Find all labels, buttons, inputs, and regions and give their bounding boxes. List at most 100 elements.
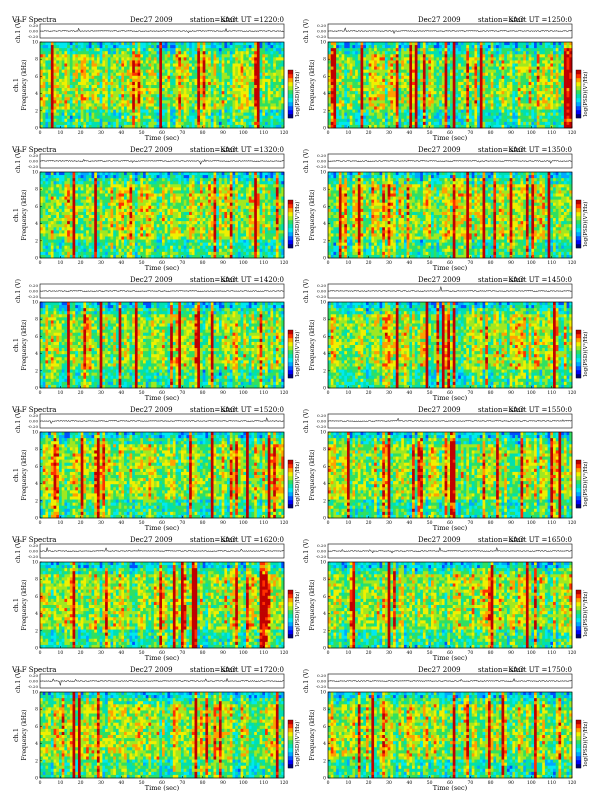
spectrogram-cell bbox=[409, 45, 412, 48]
spectrogram-cell bbox=[431, 64, 434, 67]
spectrogram-cell bbox=[230, 70, 233, 73]
spectrogram-cell bbox=[466, 67, 469, 70]
spectrogram-cell bbox=[94, 70, 97, 73]
spectrogram-cell bbox=[186, 122, 189, 125]
spectrogram-cell bbox=[75, 110, 78, 113]
spectrogram-cell bbox=[235, 82, 238, 85]
spectrogram-cell bbox=[151, 100, 154, 103]
vlf-spectra-figure: VLF Spectra Dec27 2009 station=KAGstart UT… bbox=[0, 0, 612, 792]
spectrogram-cell bbox=[426, 67, 429, 70]
spectrogram-cell bbox=[178, 64, 181, 67]
spectrogram-cell bbox=[377, 94, 380, 97]
spectrogram-cell bbox=[89, 110, 92, 113]
spectrogram-cell bbox=[558, 42, 561, 45]
spectrogram-cell bbox=[254, 82, 257, 85]
spectrogram-cell bbox=[211, 122, 214, 125]
spectrogram-cell bbox=[390, 94, 393, 97]
spectrogram-cell bbox=[273, 88, 276, 91]
spectrogram-cell bbox=[232, 116, 235, 119]
spectrogram-cell bbox=[159, 122, 162, 125]
spectrogram-cell bbox=[561, 60, 564, 63]
spectrogram-cell bbox=[366, 51, 369, 54]
spectrogram-cell bbox=[132, 122, 135, 125]
spectrogram-cell bbox=[214, 57, 217, 60]
spectrogram-cell bbox=[62, 64, 65, 67]
spectrogram-cell bbox=[518, 54, 521, 57]
spectrogram-cell bbox=[216, 67, 219, 70]
spectrogram-cell bbox=[132, 79, 135, 82]
spectrogram-cell bbox=[157, 85, 160, 88]
spectrogram-cell bbox=[515, 79, 518, 82]
spectrogram-cell bbox=[331, 73, 334, 76]
spectrogram-cell bbox=[45, 94, 48, 97]
spectrogram-cell bbox=[270, 76, 273, 79]
spectrogram-cell bbox=[227, 107, 230, 110]
spectrogram-cell bbox=[504, 76, 507, 79]
spectrogram-cell bbox=[347, 70, 350, 73]
spectrogram-cell bbox=[265, 79, 268, 82]
spectrogram-cell bbox=[431, 51, 434, 54]
spectrogram-cell bbox=[426, 60, 429, 63]
spectrogram-cell bbox=[545, 54, 548, 57]
spectrogram-cell bbox=[469, 76, 472, 79]
spectrogram-cell bbox=[189, 54, 192, 57]
spectrogram-cell bbox=[189, 64, 192, 67]
spectrogram-cell bbox=[466, 70, 469, 73]
spectrogram-cell bbox=[208, 122, 211, 125]
spectrogram-cell bbox=[512, 73, 515, 76]
spectrogram-cell bbox=[548, 85, 551, 88]
spectrogram-cell bbox=[73, 70, 76, 73]
spectrogram-cell bbox=[162, 85, 165, 88]
spectrogram-cell bbox=[235, 76, 238, 79]
spectrogram-cell bbox=[211, 100, 214, 103]
spectrogram-cell bbox=[529, 70, 532, 73]
spectrogram-cell bbox=[146, 79, 149, 82]
spectrogram-cell bbox=[339, 42, 342, 45]
spectrogram-cell bbox=[116, 97, 119, 100]
spectrogram-cell bbox=[499, 51, 502, 54]
spectrogram-cell bbox=[181, 60, 184, 63]
spectrogram-cell bbox=[567, 57, 570, 60]
spectrogram-cell bbox=[105, 107, 108, 110]
spectrogram-cell bbox=[230, 82, 233, 85]
spectrogram-cell bbox=[279, 88, 282, 91]
spectrogram-cell bbox=[173, 79, 176, 82]
x-tick-label: 10 bbox=[57, 130, 63, 136]
spectrogram-cell bbox=[545, 73, 548, 76]
spectrogram-cell bbox=[59, 70, 62, 73]
spectrogram-cell bbox=[396, 60, 399, 63]
spectrogram-cell bbox=[415, 85, 418, 88]
spectrogram-cell bbox=[523, 45, 526, 48]
spectrogram-cell bbox=[336, 73, 339, 76]
spectrogram-cell bbox=[526, 70, 529, 73]
spectrogram-cell bbox=[54, 70, 57, 73]
spectrogram-cell bbox=[477, 57, 480, 60]
spectrogram-cell bbox=[116, 85, 119, 88]
x-tick-label: 30 bbox=[98, 130, 104, 136]
spectrogram-cell bbox=[336, 42, 339, 45]
spectrogram-cell bbox=[129, 79, 132, 82]
spectrogram-cell bbox=[108, 119, 111, 122]
spectrogram-cell bbox=[222, 67, 225, 70]
spectrogram-cell bbox=[100, 67, 103, 70]
spectrogram-cell bbox=[447, 88, 450, 91]
spectrogram-cell bbox=[148, 85, 151, 88]
spectrogram-cell bbox=[537, 70, 540, 73]
spectrogram-cell bbox=[67, 88, 70, 91]
spectrogram-cell bbox=[493, 85, 496, 88]
spectrogram-cell bbox=[186, 116, 189, 119]
spectrogram-cell bbox=[181, 113, 184, 116]
spectrogram-cell bbox=[561, 64, 564, 67]
spectrogram-cell bbox=[496, 94, 499, 97]
spectrogram-cell bbox=[189, 82, 192, 85]
spectrogram-cell bbox=[545, 48, 548, 51]
spectrogram-cell bbox=[260, 73, 263, 76]
spectrogram-cell bbox=[146, 94, 149, 97]
spectrogram-cell bbox=[510, 48, 513, 51]
spectrogram-cell bbox=[51, 100, 54, 103]
spectrogram-cell bbox=[97, 107, 100, 110]
spectrogram-cell bbox=[567, 54, 570, 57]
spectrogram-cell bbox=[192, 60, 195, 63]
spectrogram-cell bbox=[178, 70, 181, 73]
spectrogram-cell bbox=[159, 103, 162, 106]
